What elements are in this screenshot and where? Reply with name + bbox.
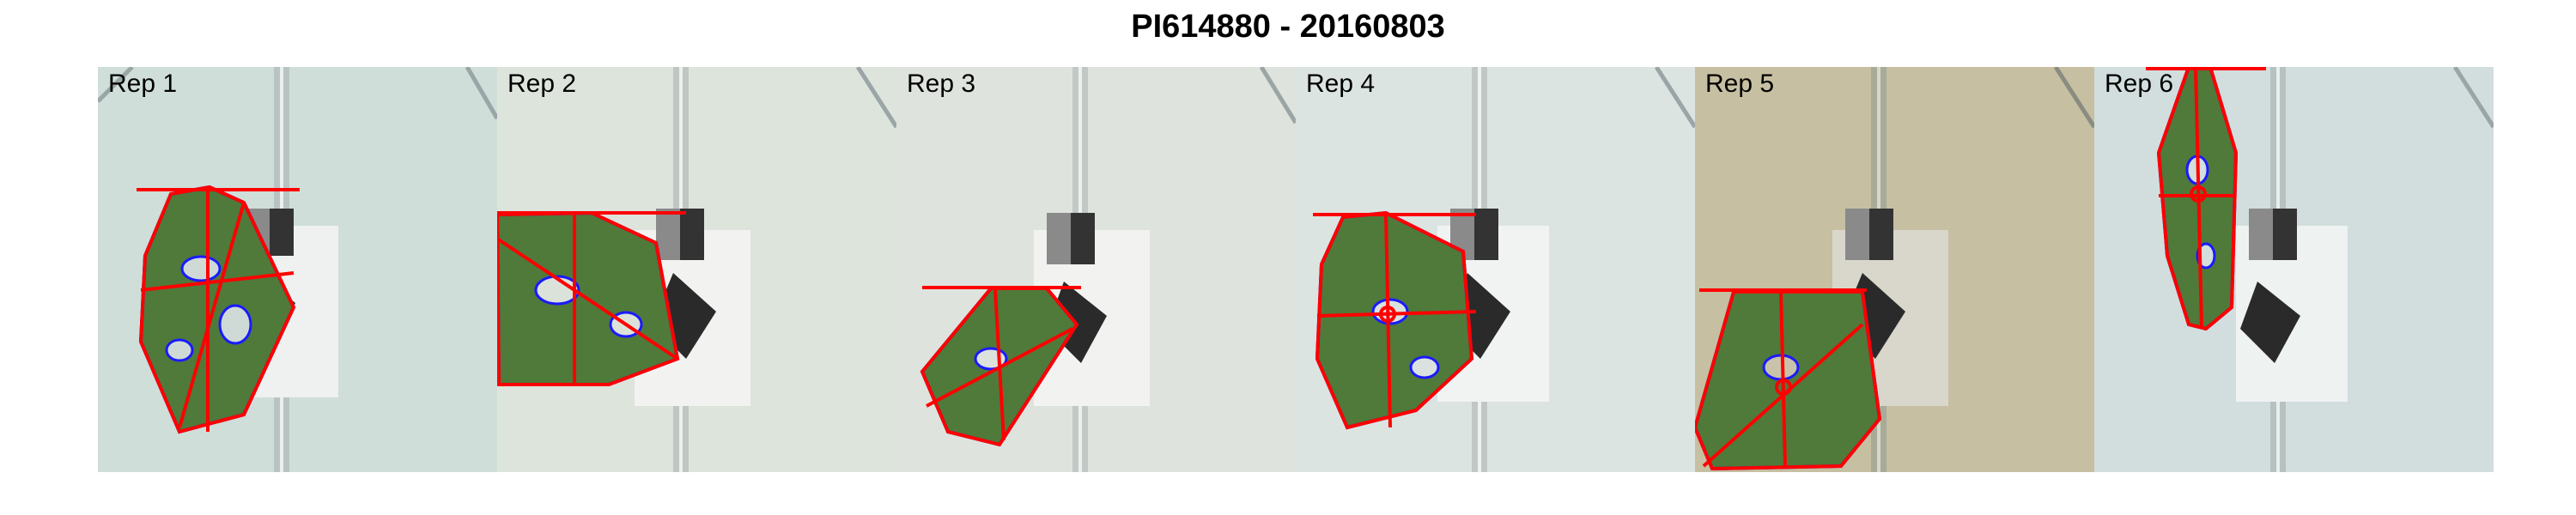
panel-label: Rep 3 bbox=[907, 70, 976, 98]
hull-lines-rep-5 bbox=[1695, 288, 1882, 471]
panel-label: Rep 5 bbox=[1705, 70, 1775, 98]
hull-lines-rep-2 bbox=[497, 210, 686, 386]
hull-lines-rep-3 bbox=[920, 286, 1081, 447]
panel-label: Rep 1 bbox=[108, 70, 178, 98]
hull-lines-rep-4 bbox=[1313, 210, 1477, 430]
plant-photo-rep-3 bbox=[896, 67, 1296, 472]
hull-lines-rep-1 bbox=[137, 185, 300, 434]
panel-rep-5: Rep 5 bbox=[1695, 67, 2094, 472]
panel-rep-3: Rep 3 bbox=[896, 67, 1296, 472]
panel-label: Rep 4 bbox=[1306, 70, 1376, 98]
hull-lines-rep-6 bbox=[2146, 67, 2266, 331]
panel-rep-1: Rep 1 bbox=[98, 67, 497, 472]
panel-rep-4: Rep 4 bbox=[1296, 67, 1695, 472]
plant-photo-rep-5 bbox=[1695, 67, 2094, 472]
panel-rep-6: Rep 6 bbox=[2094, 67, 2494, 472]
figure-title: PI614880 - 20160803 bbox=[1131, 9, 1445, 45]
plant-photo-rep-2 bbox=[497, 67, 896, 472]
plant-photo-rep-6 bbox=[2094, 67, 2494, 472]
plant-photo-rep-4 bbox=[1296, 67, 1695, 472]
plant-photo-rep-1 bbox=[98, 67, 497, 472]
leaf-mask-rep-1 bbox=[138, 185, 296, 434]
panel-label: Rep 6 bbox=[2105, 70, 2174, 98]
panel-rep-2: Rep 2 bbox=[497, 67, 896, 472]
panel-label: Rep 2 bbox=[507, 70, 577, 98]
panel-strip: Rep 1 Rep 2 bbox=[98, 67, 2494, 472]
